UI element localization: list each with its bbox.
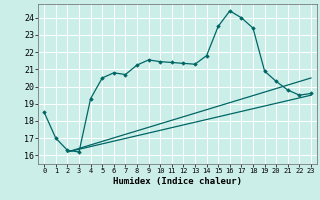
X-axis label: Humidex (Indice chaleur): Humidex (Indice chaleur): [113, 177, 242, 186]
